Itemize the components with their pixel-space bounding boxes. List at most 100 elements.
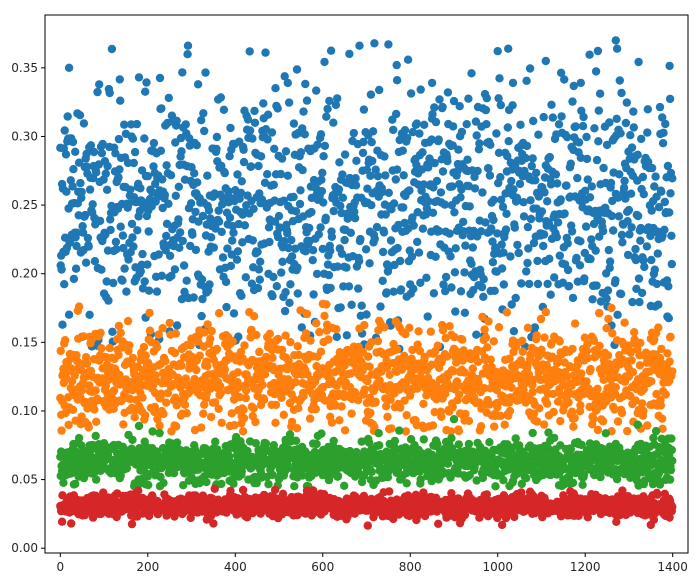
data-point <box>524 244 533 253</box>
data-point <box>222 302 231 312</box>
data-point <box>261 48 270 57</box>
data-point <box>59 280 69 289</box>
data-point <box>206 384 215 393</box>
data-point <box>82 162 92 171</box>
data-point <box>128 435 137 445</box>
data-point <box>158 324 167 333</box>
data-point <box>419 399 428 409</box>
data-point <box>324 335 333 344</box>
data-point <box>70 371 79 380</box>
data-point <box>75 111 85 120</box>
data-point <box>414 327 423 336</box>
data-point <box>152 287 162 296</box>
data-point <box>82 359 92 368</box>
data-point <box>177 361 186 370</box>
data-point <box>622 98 631 107</box>
data-point <box>502 209 511 218</box>
data-point <box>643 421 652 430</box>
data-point <box>220 168 229 178</box>
data-point <box>413 237 422 247</box>
data-point <box>249 404 258 413</box>
data-point <box>578 121 588 131</box>
data-point <box>416 278 425 287</box>
data-point <box>347 300 356 309</box>
data-point <box>326 283 335 293</box>
data-point <box>150 402 159 412</box>
data-point <box>605 263 614 273</box>
data-point <box>649 433 658 443</box>
data-point <box>526 214 536 224</box>
data-point <box>262 352 271 362</box>
data-point <box>109 386 119 395</box>
data-point <box>642 242 652 251</box>
data-point <box>533 256 542 266</box>
data-point <box>68 405 78 414</box>
data-point <box>176 228 185 237</box>
data-point <box>77 193 86 203</box>
data-point <box>577 369 586 378</box>
data-point <box>241 393 250 403</box>
data-point <box>313 140 322 149</box>
data-point <box>145 326 155 335</box>
data-point <box>153 192 163 201</box>
outlier-point <box>427 78 437 88</box>
data-point <box>56 346 65 356</box>
data-point <box>431 117 441 127</box>
data-point <box>483 343 492 352</box>
data-point <box>564 281 574 291</box>
data-point <box>370 39 379 48</box>
data-point <box>317 175 326 184</box>
data-point <box>459 346 468 355</box>
data-point <box>489 337 498 346</box>
data-point <box>623 217 632 226</box>
data-point <box>582 132 591 142</box>
data-point <box>178 236 187 246</box>
data-point <box>69 165 78 174</box>
data-point <box>368 127 378 136</box>
data-point <box>589 414 598 424</box>
data-point <box>90 257 100 266</box>
data-point <box>433 341 442 350</box>
data-point <box>430 407 439 417</box>
data-point <box>628 368 638 377</box>
data-point <box>77 441 86 450</box>
data-point <box>221 277 231 287</box>
data-point <box>179 481 188 490</box>
data-point <box>105 88 114 98</box>
data-point <box>521 153 530 163</box>
data-point <box>631 244 640 254</box>
data-point <box>237 177 246 186</box>
data-point <box>391 175 400 184</box>
data-point <box>274 211 284 221</box>
data-point <box>594 137 603 146</box>
data-point <box>381 171 390 180</box>
data-point <box>519 212 529 221</box>
data-point <box>665 475 675 484</box>
data-point <box>207 326 216 336</box>
data-point <box>511 293 520 303</box>
data-point <box>149 162 158 171</box>
data-point <box>633 150 642 159</box>
outlier-point <box>508 78 518 88</box>
data-point <box>239 413 249 423</box>
data-point <box>205 280 214 289</box>
data-point <box>616 129 625 138</box>
data-point <box>470 184 480 193</box>
data-point <box>551 170 561 179</box>
data-point <box>272 282 281 291</box>
data-point <box>95 216 105 226</box>
data-point <box>608 329 617 338</box>
data-point <box>610 405 619 414</box>
data-point <box>403 133 412 143</box>
data-point <box>655 480 665 489</box>
data-point <box>512 193 522 203</box>
data-point <box>627 223 636 232</box>
data-point <box>104 296 113 305</box>
data-point <box>133 226 142 235</box>
data-point <box>601 429 610 438</box>
data-point <box>498 202 508 212</box>
data-point <box>301 247 310 256</box>
data-point <box>451 244 460 253</box>
data-point <box>440 200 449 209</box>
data-point <box>598 417 608 426</box>
